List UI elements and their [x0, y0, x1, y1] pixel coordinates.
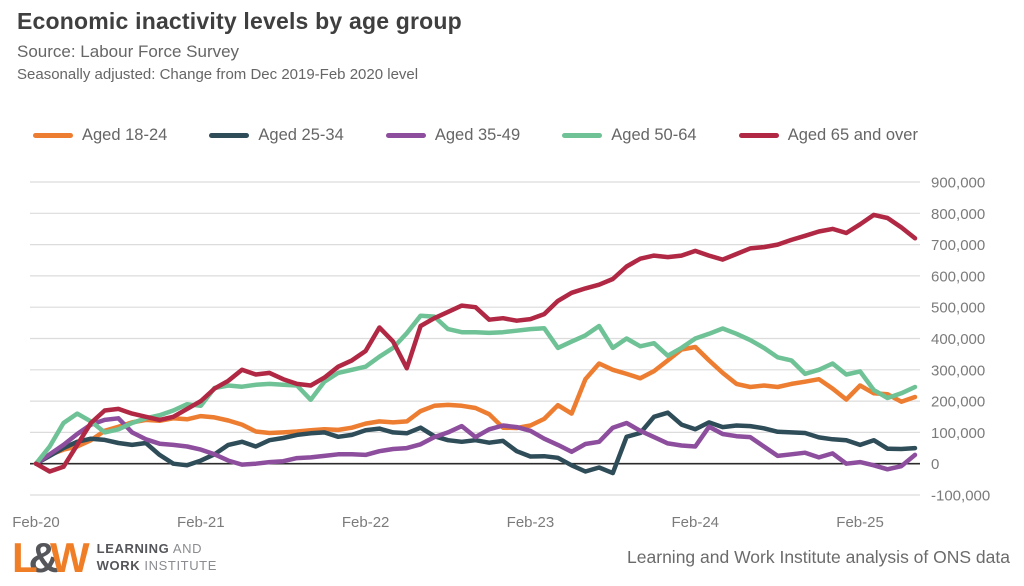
series-line-aged-35-49	[33, 416, 918, 472]
series-line-aged-65-and-over	[33, 212, 918, 474]
legend-item-aged-50-64: Aged 50-64	[562, 126, 697, 145]
series-line-aged-18-24	[33, 344, 918, 466]
analysis-credit: Learning and Work Institute analysis of …	[627, 547, 1010, 567]
series-line-aged-50-64	[33, 313, 918, 466]
y-axis-tick-label: -100,000	[931, 488, 990, 505]
y-axis-tick-label: 400,000	[931, 331, 985, 348]
legend-item-aged-18-24: Aged 18-24	[33, 126, 167, 145]
y-axis-tick-label: 200,000	[931, 394, 985, 411]
logo-ampersand: &	[28, 534, 59, 581]
legend-item-aged-35-49: Aged 35-49	[385, 126, 521, 145]
page-title: Economic inactivity levels by age group	[17, 8, 462, 34]
logo-letter-l: L	[12, 534, 38, 581]
lw-logo-mark: L&W	[12, 537, 90, 579]
y-axis-tick-label: 700,000	[931, 237, 985, 254]
legend-swatch-aged-50-64	[562, 133, 603, 138]
series-line-aged-25-34	[33, 410, 918, 476]
legend-item-aged-65-and-over: Aged 65 and over	[738, 126, 918, 145]
x-axis-tick-label: Feb-21	[177, 514, 225, 531]
y-axis-tick-label: 500,000	[931, 300, 985, 317]
y-axis-tick-label: 800,000	[931, 206, 985, 223]
legend-label: Aged 65 and over	[787, 126, 918, 144]
logo-text-learning: LEARNING	[96, 541, 170, 557]
y-axis-tick-label: 300,000	[931, 362, 985, 379]
chart-legend: Aged 18-24 Aged 25-34 Aged 35-49 Aged 50…	[33, 126, 918, 145]
x-axis-tick-label: Feb-23	[507, 514, 555, 531]
x-axis-tick-label: Feb-22	[342, 514, 390, 531]
legend-swatch-aged-18-24	[33, 133, 73, 138]
y-axis-tick-label: 600,000	[931, 268, 985, 285]
logo-text-institute: INSTITUTE	[140, 558, 217, 573]
logo-letter-w: W	[50, 534, 90, 581]
legend-label: Aged 18-24	[82, 126, 168, 144]
chart-header: Economic inactivity levels by age group …	[17, 8, 462, 83]
logo-text-work: WORK	[96, 558, 141, 573]
x-axis-tick-label: Feb-24	[671, 514, 719, 531]
legend-label: Aged 35-49	[434, 126, 521, 144]
legend-swatch-aged-35-49	[385, 133, 426, 138]
x-axis-tick-label: Feb-25	[836, 514, 884, 531]
chart-source: Source: Labour Force Survey	[17, 42, 240, 61]
legend-label: Aged 50-64	[611, 126, 697, 144]
x-axis-tick-label: Feb-20	[12, 514, 60, 531]
logo-text-and: AND	[169, 541, 203, 557]
lw-logo: L&W LEARNING AND WORK INSTITUTE	[12, 537, 217, 579]
lw-logo-text: LEARNING AND WORK INSTITUTE	[97, 541, 217, 575]
y-axis-tick-label: 0	[931, 456, 939, 473]
legend-item-aged-25-34: Aged 25-34	[209, 126, 344, 145]
legend-swatch-aged-25-34	[209, 133, 250, 138]
y-axis-tick-label: 900,000	[931, 175, 985, 192]
legend-label: Aged 25-34	[258, 126, 344, 144]
legend-swatch-aged-65-and-over	[738, 133, 779, 138]
y-axis-tick-label: 100,000	[931, 425, 985, 442]
chart-subtitle: Seasonally adjusted: Change from Dec 201…	[17, 66, 419, 83]
